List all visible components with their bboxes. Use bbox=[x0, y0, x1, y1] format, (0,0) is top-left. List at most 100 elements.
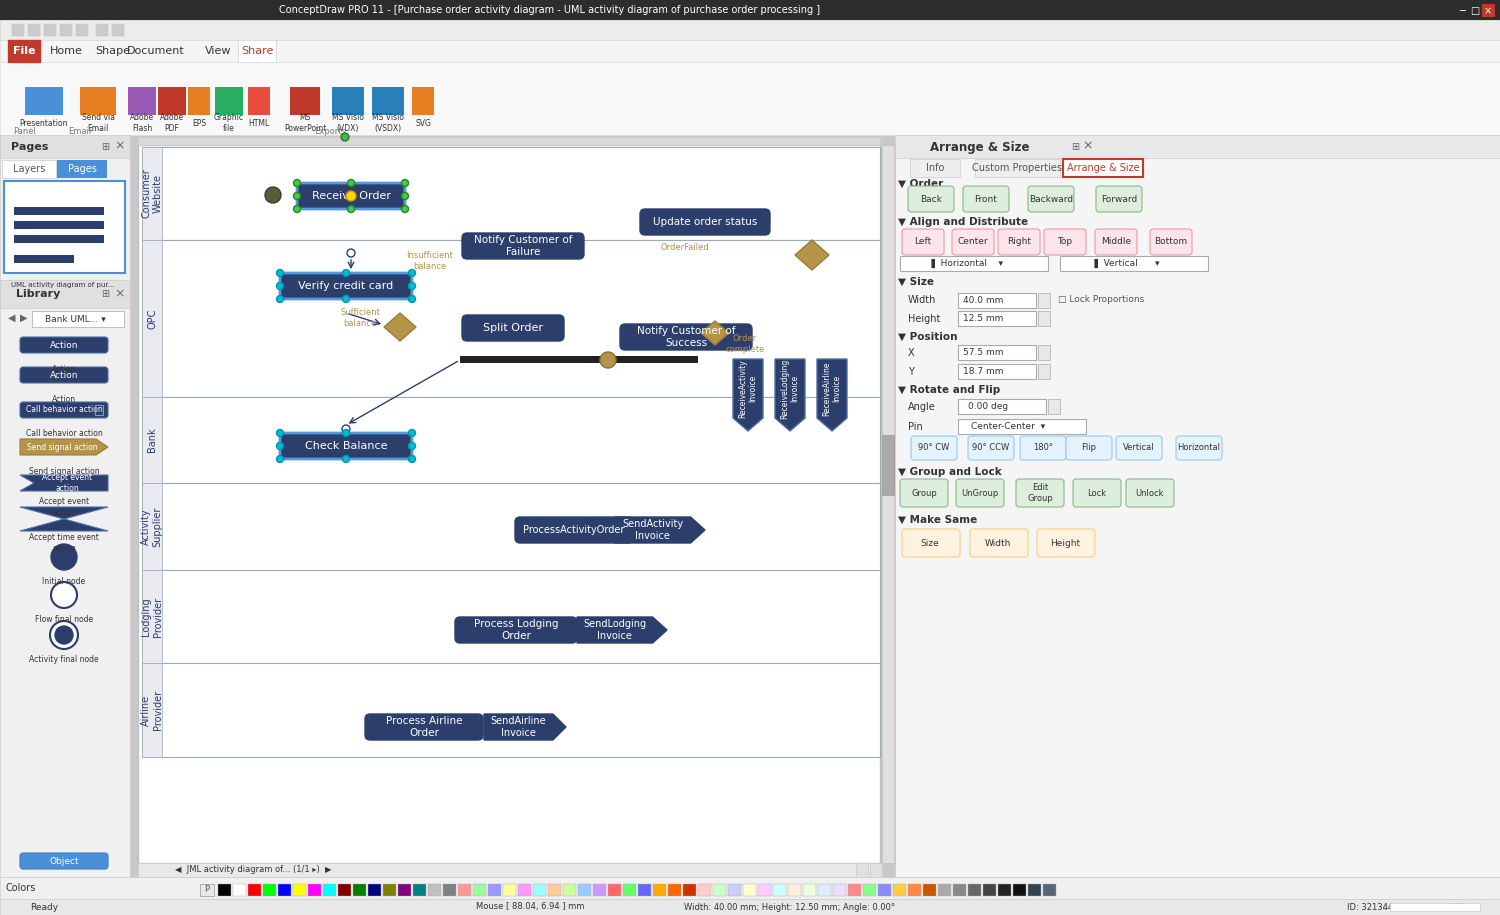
Bar bbox=[142, 663, 162, 757]
Bar bbox=[142, 483, 880, 570]
FancyBboxPatch shape bbox=[454, 617, 578, 643]
Text: Center: Center bbox=[957, 238, 988, 246]
Bar bbox=[1060, 256, 1208, 271]
Polygon shape bbox=[818, 359, 848, 431]
Bar bbox=[12, 24, 24, 36]
Bar bbox=[142, 663, 880, 757]
Bar bbox=[922, 884, 936, 896]
Text: Process Airline
Order: Process Airline Order bbox=[386, 716, 462, 737]
FancyBboxPatch shape bbox=[1066, 436, 1112, 460]
Text: SVG: SVG bbox=[416, 119, 430, 127]
Text: Adobe
PDF: Adobe PDF bbox=[160, 113, 184, 133]
Text: P: P bbox=[204, 886, 210, 895]
Bar bbox=[372, 87, 404, 115]
Circle shape bbox=[408, 270, 416, 276]
Text: Receive Order: Receive Order bbox=[312, 191, 390, 201]
Text: Document: Document bbox=[128, 46, 184, 56]
Text: Call behavior action: Call behavior action bbox=[26, 405, 102, 414]
Text: Airline
Provider: Airline Provider bbox=[141, 690, 164, 730]
Text: ▼ Order: ▼ Order bbox=[898, 179, 944, 189]
Text: Layers: Layers bbox=[13, 164, 45, 174]
Text: Action: Action bbox=[53, 364, 76, 373]
Text: Accept time event
action: Accept time event action bbox=[28, 533, 99, 553]
Circle shape bbox=[51, 544, 76, 570]
Text: EPS: EPS bbox=[192, 119, 206, 127]
Circle shape bbox=[402, 206, 408, 212]
FancyBboxPatch shape bbox=[280, 433, 412, 459]
Bar bbox=[818, 884, 831, 896]
Text: Bottom: Bottom bbox=[1155, 238, 1188, 246]
Text: Height: Height bbox=[908, 314, 940, 324]
Text: Width: Width bbox=[986, 539, 1011, 547]
Circle shape bbox=[56, 626, 74, 644]
Text: Lodging
Provider: Lodging Provider bbox=[141, 597, 164, 637]
Bar bbox=[262, 884, 276, 896]
Text: MS Visio
(VSDX): MS Visio (VSDX) bbox=[372, 113, 404, 133]
Text: Forward: Forward bbox=[1101, 195, 1137, 203]
Circle shape bbox=[408, 283, 416, 289]
Text: ⊞: ⊞ bbox=[1071, 142, 1078, 152]
Text: □ Lock Proportions: □ Lock Proportions bbox=[1058, 295, 1144, 304]
Text: Sufficient
balance: Sufficient balance bbox=[340, 308, 380, 328]
Bar bbox=[2, 160, 55, 178]
Text: Bank UML... ▾: Bank UML... ▾ bbox=[45, 315, 105, 324]
Text: □: □ bbox=[1470, 6, 1479, 16]
Text: 99%: 99% bbox=[1450, 902, 1468, 911]
Text: ▼ Make Same: ▼ Make Same bbox=[898, 515, 978, 525]
Circle shape bbox=[294, 179, 300, 187]
Bar bbox=[0, 20, 1500, 40]
FancyBboxPatch shape bbox=[20, 402, 108, 418]
FancyBboxPatch shape bbox=[902, 529, 960, 557]
Circle shape bbox=[402, 179, 408, 187]
Bar bbox=[548, 884, 561, 896]
Bar bbox=[352, 884, 366, 896]
Bar bbox=[870, 863, 882, 877]
Text: Flip: Flip bbox=[1082, 444, 1096, 453]
Text: Insufficient
balance: Insufficient balance bbox=[406, 252, 453, 271]
Bar bbox=[532, 884, 546, 896]
Bar bbox=[460, 356, 698, 363]
Bar bbox=[900, 256, 1048, 271]
FancyBboxPatch shape bbox=[1028, 186, 1074, 212]
Bar bbox=[958, 419, 1086, 434]
Polygon shape bbox=[484, 714, 566, 740]
Polygon shape bbox=[615, 517, 705, 543]
Text: Action: Action bbox=[53, 394, 76, 404]
Text: ⊞: ⊞ bbox=[100, 142, 109, 152]
Polygon shape bbox=[776, 359, 806, 431]
FancyBboxPatch shape bbox=[956, 479, 1004, 507]
Bar bbox=[308, 884, 321, 896]
FancyBboxPatch shape bbox=[952, 229, 994, 255]
Circle shape bbox=[342, 456, 350, 462]
Bar bbox=[847, 884, 861, 896]
FancyBboxPatch shape bbox=[1116, 436, 1162, 460]
Text: 90° CCW: 90° CCW bbox=[972, 444, 1010, 453]
Bar bbox=[0, 135, 130, 877]
Text: Call behavior action: Call behavior action bbox=[26, 429, 102, 438]
Text: Vertical: Vertical bbox=[1124, 444, 1155, 453]
Text: 0.00 deg: 0.00 deg bbox=[968, 402, 1008, 411]
FancyBboxPatch shape bbox=[1072, 479, 1120, 507]
FancyBboxPatch shape bbox=[514, 517, 633, 543]
Circle shape bbox=[276, 456, 284, 462]
Bar bbox=[1042, 884, 1056, 896]
Circle shape bbox=[408, 443, 416, 449]
FancyBboxPatch shape bbox=[1095, 229, 1137, 255]
Bar bbox=[28, 24, 40, 36]
Text: Edit
Group: Edit Group bbox=[1028, 483, 1053, 502]
Circle shape bbox=[408, 456, 416, 462]
Text: ─: ─ bbox=[1460, 6, 1466, 16]
Bar bbox=[1482, 4, 1496, 17]
FancyBboxPatch shape bbox=[620, 324, 752, 350]
Bar bbox=[13, 207, 104, 215]
Bar bbox=[4, 181, 124, 273]
Text: Info: Info bbox=[926, 163, 944, 173]
Text: Custom Properties: Custom Properties bbox=[972, 163, 1062, 173]
Bar bbox=[130, 135, 896, 877]
Text: Action: Action bbox=[50, 340, 78, 350]
Text: Middle: Middle bbox=[1101, 238, 1131, 246]
Circle shape bbox=[346, 191, 355, 201]
Bar bbox=[13, 235, 104, 243]
Text: Process Lodging
Order: Process Lodging Order bbox=[474, 619, 558, 640]
Text: Width: 40.00 mm; Height: 12.50 mm; Angle: 0.00°: Width: 40.00 mm; Height: 12.50 mm; Angle… bbox=[684, 902, 896, 911]
